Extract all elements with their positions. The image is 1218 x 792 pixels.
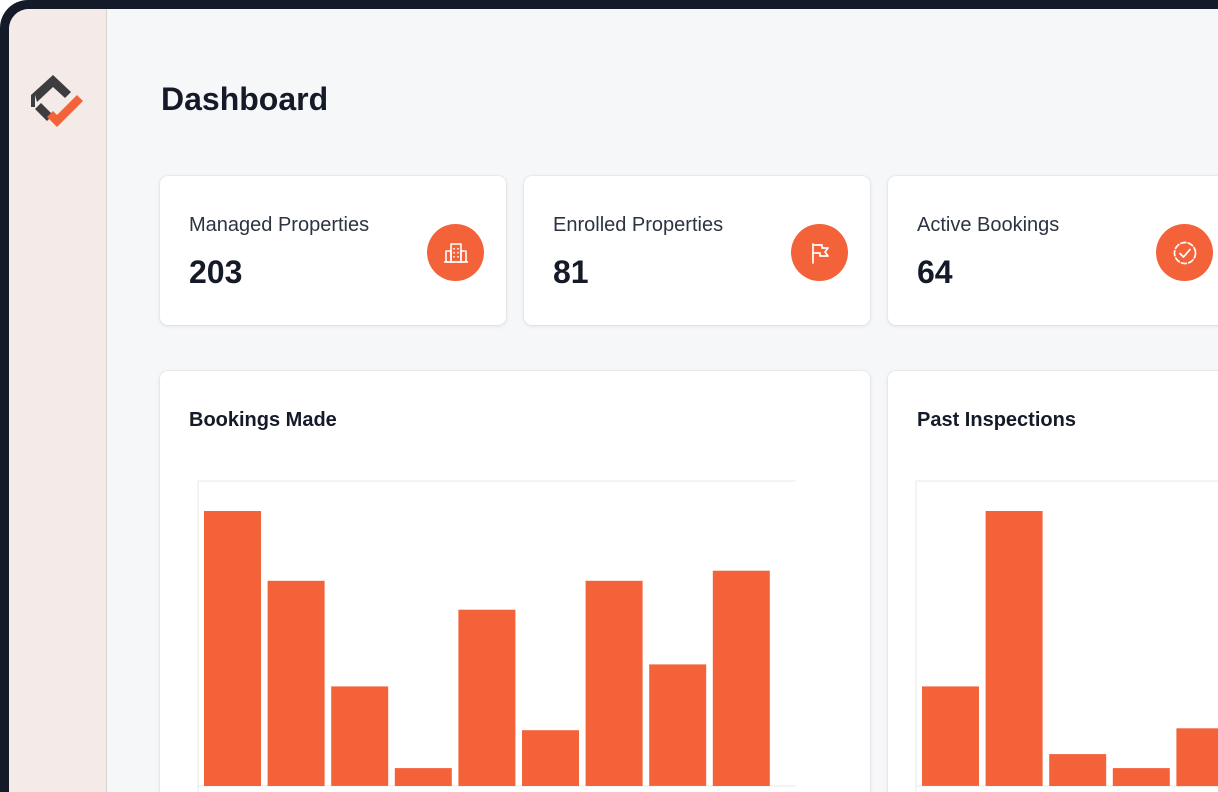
stat-card-enrolled-properties[interactable]: Enrolled Properties 81 <box>524 176 870 325</box>
chart-bar[interactable] <box>712 570 770 786</box>
chart-bar[interactable] <box>922 686 979 786</box>
chart-bar[interactable] <box>649 664 707 786</box>
stat-value: 81 <box>553 254 589 290</box>
stat-label: Enrolled Properties <box>553 214 724 236</box>
bookings-made-chart <box>197 480 796 792</box>
stat-label: Managed Properties <box>189 214 370 236</box>
chart-bar[interactable] <box>458 609 516 786</box>
stat-label: Active Bookings <box>917 214 1060 236</box>
flag-icon <box>791 224 848 281</box>
chart-bar[interactable] <box>1049 754 1107 786</box>
chart-bar[interactable] <box>394 768 452 786</box>
chart-title: Bookings Made <box>189 409 337 431</box>
chart-bar[interactable] <box>1112 768 1170 786</box>
check-circle-icon <box>1156 224 1213 281</box>
chart-card-past-inspections: Past Inspections <box>888 371 1218 792</box>
chart-card-bookings-made: Bookings Made <box>160 371 870 792</box>
chart-bar[interactable] <box>331 686 389 786</box>
stat-card-active-bookings[interactable]: Active Bookings 64 <box>888 176 1218 325</box>
app-screen: Dashboard Managed Properties 203 Enrolle… <box>9 9 1218 792</box>
page-title: Dashboard <box>161 81 329 117</box>
stat-value: 203 <box>189 254 243 290</box>
stat-value: 64 <box>917 254 953 290</box>
chart-bar[interactable] <box>1176 728 1218 787</box>
stat-card-managed-properties[interactable]: Managed Properties 203 <box>160 176 506 325</box>
chart-bar[interactable] <box>204 511 261 786</box>
sidebar <box>9 9 107 792</box>
chart-bar[interactable] <box>585 580 643 786</box>
home-check-logo-icon[interactable] <box>27 69 87 135</box>
chart-bar[interactable] <box>522 730 579 786</box>
building-icon <box>427 224 484 281</box>
chart-title: Past Inspections <box>917 409 1076 431</box>
chart-bar[interactable] <box>985 511 1043 786</box>
past-inspections-chart <box>915 480 1218 792</box>
chart-bar[interactable] <box>267 580 325 786</box>
